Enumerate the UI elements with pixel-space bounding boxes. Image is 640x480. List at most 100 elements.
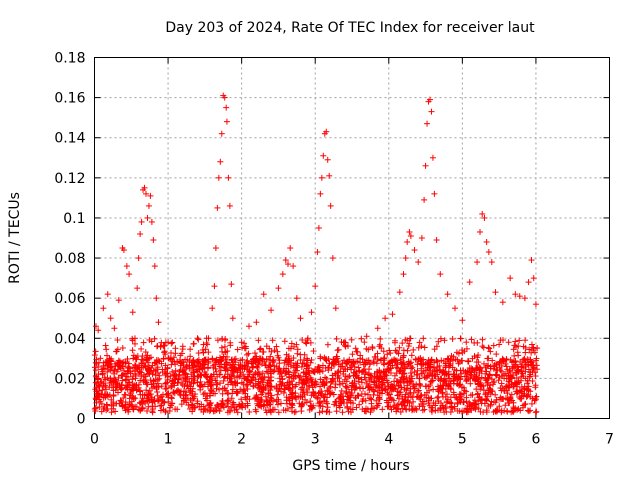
data-point <box>149 371 156 378</box>
data-point <box>226 408 233 415</box>
data-point <box>281 386 288 393</box>
data-point <box>93 399 100 406</box>
data-point <box>368 374 375 381</box>
data-point <box>194 363 201 370</box>
y-tick-label: 0.04 <box>54 331 85 347</box>
data-point <box>361 374 368 381</box>
data-point <box>257 345 264 352</box>
data-point <box>532 382 539 389</box>
data-point <box>136 368 143 375</box>
data-point <box>316 409 323 416</box>
data-point <box>517 407 524 414</box>
data-point <box>122 399 129 406</box>
data-point <box>505 339 512 346</box>
data-point <box>138 218 145 225</box>
data-point <box>198 406 205 413</box>
data-point <box>404 347 411 354</box>
data-point <box>405 343 412 350</box>
data-point <box>407 370 414 377</box>
data-point <box>142 349 149 356</box>
data-point <box>534 345 541 352</box>
data-point <box>286 357 293 364</box>
data-point <box>492 391 499 398</box>
data-point <box>397 356 404 363</box>
data-point <box>336 394 343 401</box>
data-point <box>365 346 372 353</box>
data-point <box>91 352 98 359</box>
data-point <box>440 382 447 389</box>
data-point <box>484 355 491 362</box>
data-point <box>418 235 425 241</box>
data-point <box>265 390 272 397</box>
data-point <box>274 401 281 408</box>
data-point <box>345 343 352 350</box>
data-point <box>366 366 373 373</box>
data-point <box>341 339 348 346</box>
data-point <box>367 409 374 416</box>
data-point <box>352 384 359 391</box>
data-point <box>297 386 304 393</box>
data-point <box>435 338 442 345</box>
data-point <box>143 354 150 361</box>
data-point <box>324 408 331 415</box>
y-tick-label: 0.06 <box>54 291 85 307</box>
data-point <box>277 368 284 375</box>
data-point <box>137 230 144 237</box>
data-point <box>268 383 275 390</box>
data-point <box>396 344 403 351</box>
data-point <box>210 362 217 369</box>
data-point <box>524 393 531 400</box>
data-point <box>199 365 206 372</box>
data-point <box>415 344 422 351</box>
data-point <box>257 388 264 395</box>
data-point <box>132 371 139 378</box>
data-point <box>487 363 494 370</box>
data-point <box>332 357 339 364</box>
data-point <box>362 376 369 383</box>
data-point <box>270 397 277 404</box>
data-point <box>347 406 354 413</box>
data-point <box>326 172 333 179</box>
data-point <box>366 384 373 391</box>
data-point <box>218 130 225 137</box>
data-point <box>172 371 179 378</box>
data-point <box>343 384 350 391</box>
data-point <box>424 120 431 127</box>
data-point <box>153 359 160 366</box>
data-point <box>107 367 114 374</box>
data-point <box>255 337 262 344</box>
data-point <box>104 362 111 369</box>
data-point <box>514 367 521 374</box>
data-point <box>202 346 209 353</box>
data-point <box>506 384 513 391</box>
data-point <box>456 391 463 398</box>
data-point <box>402 397 409 404</box>
data-point <box>374 373 381 380</box>
data-point <box>366 387 373 394</box>
data-point <box>522 400 529 407</box>
data-point <box>435 398 442 405</box>
data-point <box>114 346 121 353</box>
data-point <box>204 364 211 371</box>
data-point <box>130 355 137 362</box>
data-point <box>468 369 475 376</box>
data-point <box>374 356 381 363</box>
data-point <box>355 378 362 385</box>
data-point <box>475 398 482 405</box>
y-tick-label: 0 <box>77 412 86 428</box>
data-point <box>103 358 110 365</box>
data-point <box>377 335 384 342</box>
data-point <box>202 371 209 378</box>
data-point <box>302 369 309 376</box>
data-point <box>110 402 117 409</box>
data-point <box>500 387 507 394</box>
data-point <box>287 380 294 387</box>
data-point <box>474 390 481 397</box>
data-point <box>473 386 480 393</box>
data-point <box>402 406 409 413</box>
data-point <box>216 408 223 415</box>
data-point <box>135 255 142 262</box>
data-point <box>294 346 301 353</box>
data-point <box>426 387 433 394</box>
